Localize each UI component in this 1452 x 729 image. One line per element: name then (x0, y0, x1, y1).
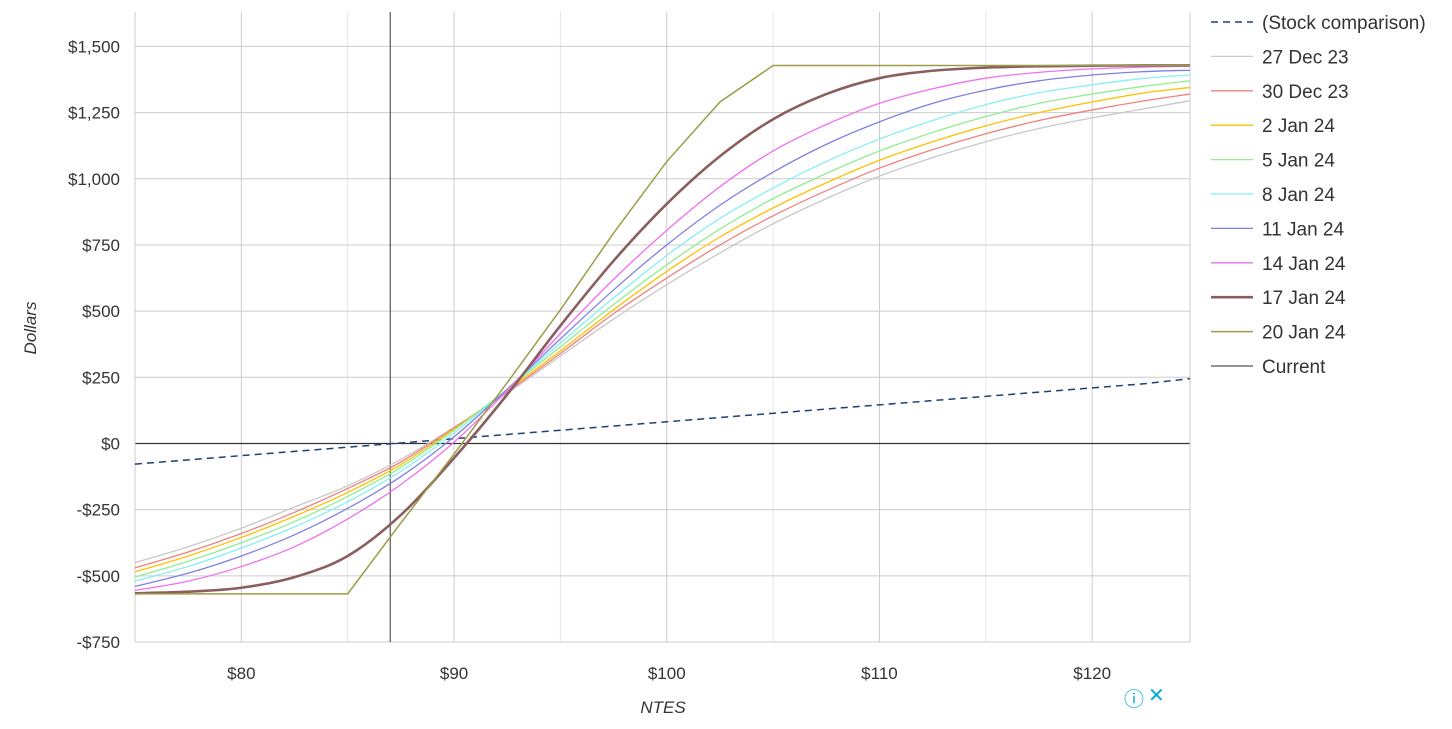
series-lines (134, 12, 1191, 642)
series-line-0 (134, 377, 1191, 465)
x-tick-label: $90 (440, 664, 468, 683)
legend-label: (Stock comparison) (1262, 13, 1426, 34)
x-tick-label: $80 (227, 664, 255, 683)
series-line-4 (134, 80, 1191, 578)
y-tick-label: -$750 (77, 633, 120, 652)
y-axis-title: Dollars (21, 301, 40, 354)
y-tick-label: -$250 (77, 501, 120, 520)
x-axis-title: NTES (640, 698, 686, 717)
series-line-6 (134, 69, 1191, 588)
close-icon[interactable]: ✕ (1148, 683, 1165, 707)
legend-label: 5 Jan 24 (1262, 151, 1335, 172)
series-line-1 (134, 100, 1191, 564)
legend-label: 17 Jan 24 (1262, 288, 1346, 309)
y-tick-label: $1,000 (68, 170, 120, 189)
y-tick-label: $250 (82, 368, 120, 387)
y-tick-label: $0 (101, 434, 120, 453)
legend-label: 30 Dec 23 (1262, 82, 1349, 103)
x-tick-label: $110 (861, 664, 898, 683)
legend-label: 11 Jan 24 (1262, 219, 1344, 240)
ad-controls: ⓘ ✕ (1124, 683, 1165, 712)
series-line-5 (134, 74, 1191, 582)
legend-label: Current (1262, 357, 1326, 378)
series-line-9 (135, 64, 1190, 595)
info-icon[interactable]: ⓘ (1124, 687, 1144, 711)
legend-label: 20 Jan 24 (1262, 323, 1346, 344)
legend: (Stock comparison) 27 Dec 23 30 Dec 23 2 Ja… (1211, 13, 1426, 378)
x-tick-label: $100 (648, 664, 686, 683)
x-axis-ticks: $80 $90 $100 $110 $120 (227, 664, 1111, 683)
y-tick-label: $750 (82, 236, 120, 255)
legend-label: 14 Jan 24 (1262, 254, 1346, 275)
grid-lines (134, 12, 1191, 643)
legend-label: 2 Jan 24 (1262, 116, 1335, 137)
legend-label: 8 Jan 24 (1262, 185, 1335, 206)
x-tick-label: $120 (1073, 664, 1111, 683)
series-line-2 (134, 93, 1191, 569)
y-axis-ticks: $1,500 $1,250 $1,000 $750 $500 $250 $0 -$250 -$5… (68, 37, 120, 652)
y-tick-label: $1,250 (68, 104, 120, 123)
series-line-3 (134, 86, 1191, 573)
series-line-7 (134, 65, 1191, 592)
y-tick-label: -$500 (77, 567, 120, 586)
y-tick-label: $500 (82, 302, 120, 321)
legend-label: 27 Dec 23 (1262, 47, 1349, 68)
series-line-8 (134, 64, 1191, 595)
y-tick-label: $1,500 (68, 37, 120, 56)
